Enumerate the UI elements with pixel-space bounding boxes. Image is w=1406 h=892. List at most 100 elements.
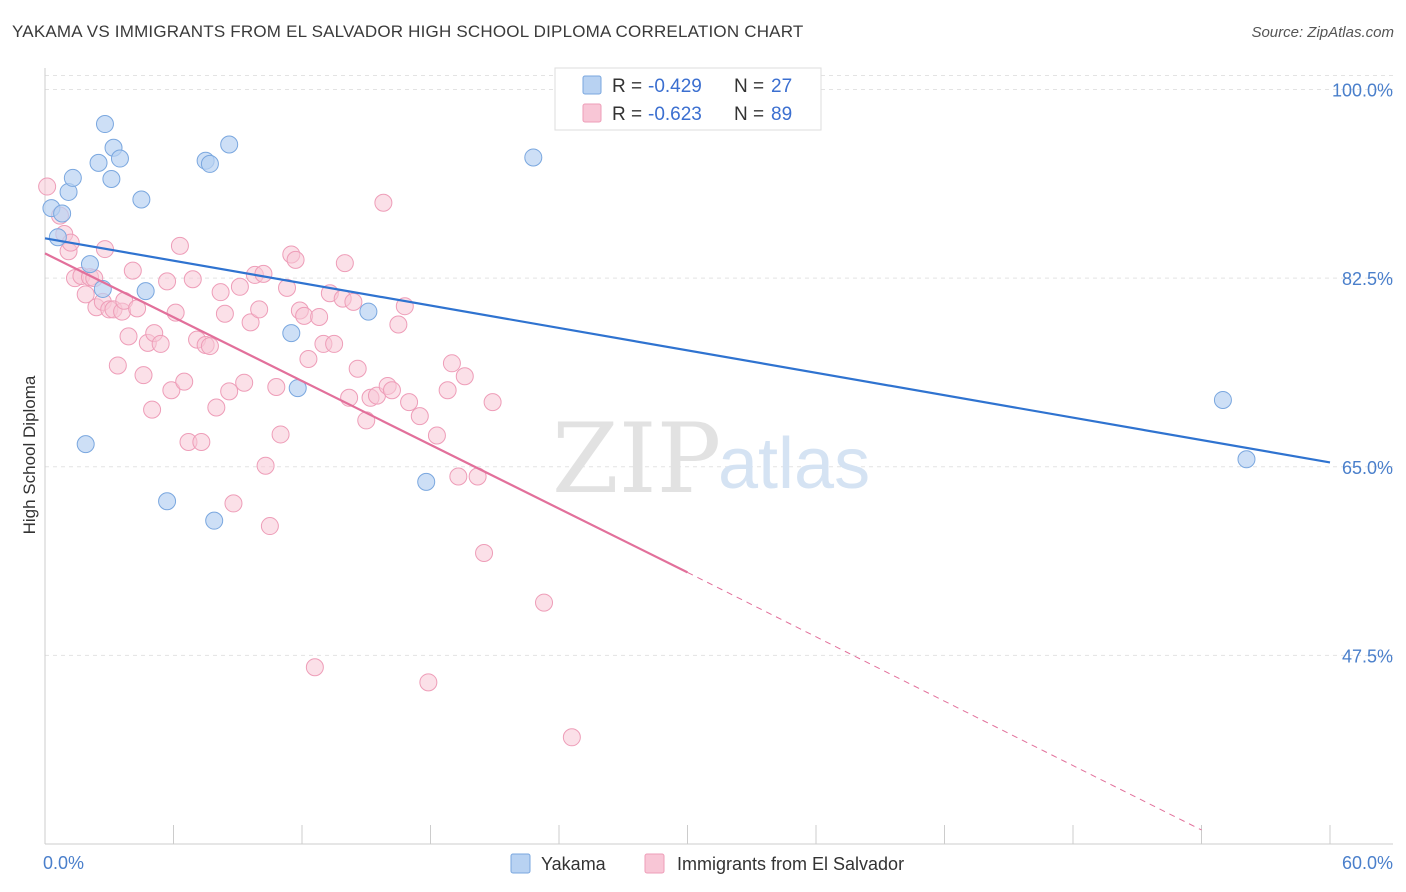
salvador-trend-line xyxy=(44,252,688,574)
axes xyxy=(44,68,1393,845)
salvador-point-54 xyxy=(286,250,305,269)
y-tick-label-1: 65.0% xyxy=(1342,458,1393,478)
salvador-point-57 xyxy=(299,350,318,368)
yakama-point-22 xyxy=(359,302,378,321)
salvador-point-87 xyxy=(535,593,554,612)
series-legend: Yakama Immigrants from El Salvador xyxy=(510,853,904,874)
y-tick-label-0: 47.5% xyxy=(1342,646,1393,666)
yakama-point-9 xyxy=(95,115,114,134)
trend-lines xyxy=(44,237,1331,831)
salvador-point-50 xyxy=(267,378,286,397)
yakama-point-24 xyxy=(524,148,543,167)
salvador-point-36 xyxy=(200,337,219,356)
series-yakama-points xyxy=(42,115,1256,530)
stats-legend: R = -0.429 N = 27 R = -0.623 N = 89 xyxy=(554,67,822,131)
salvador-point-78 xyxy=(419,673,438,692)
yakama-trend-line xyxy=(44,237,1331,464)
legend-swatch-salvador xyxy=(582,103,602,123)
salvador-point-71 xyxy=(374,193,393,212)
salvador-point-40 xyxy=(220,382,239,401)
yakama-point-7 xyxy=(89,153,108,172)
yakama-point-13 xyxy=(132,190,151,209)
yakama-point-17 xyxy=(200,154,219,173)
y-tick-label-2: 82.5% xyxy=(1342,269,1393,289)
salvador-point-19 xyxy=(123,261,142,280)
legend-r-label-salvador: R = xyxy=(612,104,642,125)
yakama-point-4 xyxy=(63,168,82,187)
bottom-legend-label-salvador: Immigrants from El Salvador xyxy=(677,854,904,874)
yakama-point-12 xyxy=(110,149,129,168)
salvador-point-34 xyxy=(192,432,211,451)
salvador-point-67 xyxy=(348,359,367,378)
yakama-point-19 xyxy=(220,135,239,154)
salvador-point-68 xyxy=(357,411,376,430)
yakama-point-2 xyxy=(53,204,72,223)
salvador-point-49 xyxy=(260,517,279,536)
salvador-point-21 xyxy=(134,366,153,385)
bottom-legend-label-yakama: Yakama xyxy=(541,854,607,874)
watermark-atlas: atlas xyxy=(718,424,870,504)
salvador-point-73 xyxy=(382,381,401,400)
salvador-point-29 xyxy=(170,236,189,255)
series-salvador-points xyxy=(38,177,581,747)
legend-r-label-yakama: R = xyxy=(612,76,642,97)
bottom-legend-swatch-salvador xyxy=(644,853,665,874)
legend-r-value-salvador: -0.623 xyxy=(648,104,702,125)
salvador-point-47 xyxy=(254,264,273,283)
salvador-point-74 xyxy=(389,315,408,334)
salvador-point-80 xyxy=(438,381,457,400)
salvador-point-77 xyxy=(410,407,429,426)
salvador-point-44 xyxy=(241,313,260,332)
yakama-point-18 xyxy=(205,511,224,530)
salvador-trend-extension xyxy=(687,571,1202,831)
salvador-point-81 xyxy=(442,354,461,373)
yakama-point-10 xyxy=(102,170,121,189)
salvador-point-32 xyxy=(183,270,202,289)
legend-swatch-yakama xyxy=(582,75,602,95)
x-tick-labels: 0.0% 60.0% xyxy=(43,853,1393,873)
salvador-point-58 xyxy=(305,658,324,677)
salvador-point-79 xyxy=(427,426,446,445)
salvador-point-56 xyxy=(295,306,314,325)
salvador-point-43 xyxy=(235,373,254,392)
salvador-point-88 xyxy=(562,728,581,747)
yakama-point-26 xyxy=(1237,450,1256,469)
yakama-point-14 xyxy=(136,282,155,301)
watermark-zip: ZIP xyxy=(552,403,721,515)
yakama-point-25 xyxy=(1213,390,1232,409)
yakama-point-1 xyxy=(48,228,67,247)
chart-title: YAKAMA VS IMMIGRANTS FROM EL SALVADOR HI… xyxy=(12,22,804,41)
y-tick-label-3: 100.0% xyxy=(1332,81,1393,101)
grid-lines xyxy=(45,75,1393,656)
x-tick-label-max: 60.0% xyxy=(1342,853,1393,873)
salvador-point-27 xyxy=(162,381,181,400)
y-tick-labels: 47.5% 65.0% 82.5% 100.0% xyxy=(1332,81,1393,667)
yakama-point-6 xyxy=(80,255,99,274)
salvador-point-76 xyxy=(400,393,419,412)
salvador-point-86 xyxy=(483,393,502,412)
salvador-point-51 xyxy=(271,425,290,444)
salvador-point-25 xyxy=(151,334,170,353)
salvador-point-42 xyxy=(230,277,249,296)
salvador-point-38 xyxy=(211,283,230,302)
salvador-point-48 xyxy=(256,456,275,475)
source-credit: Source: ZipAtlas.com xyxy=(1251,24,1394,41)
salvador-point-46 xyxy=(250,300,269,319)
salvador-point-26 xyxy=(158,272,177,291)
salvador-point-82 xyxy=(449,467,468,486)
salvador-point-7 xyxy=(76,285,95,304)
legend-n-label-yakama: N = xyxy=(734,76,764,97)
salvador-point-23 xyxy=(143,400,162,419)
legend-r-value-yakama: -0.429 xyxy=(648,76,702,97)
salvador-point-15 xyxy=(108,356,127,375)
x-tick-label-min: 0.0% xyxy=(43,853,84,873)
legend-n-label-salvador: N = xyxy=(734,104,764,125)
salvador-point-18 xyxy=(119,327,138,346)
salvador-point-30 xyxy=(175,372,194,391)
salvador-point-59 xyxy=(310,307,329,326)
y-axis-title: High School Diploma xyxy=(20,375,39,534)
salvador-point-52 xyxy=(278,278,297,297)
salvador-point-39 xyxy=(215,304,234,323)
legend-n-value-salvador: 89 xyxy=(771,104,792,125)
